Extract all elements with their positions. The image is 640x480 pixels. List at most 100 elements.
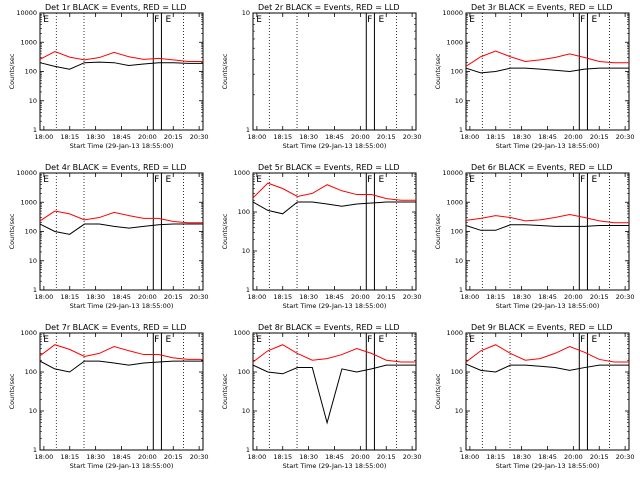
y-tick-label: 10 xyxy=(455,257,463,265)
plot-frame xyxy=(465,332,630,451)
event-marker: F xyxy=(367,175,372,185)
panel-6: Det 6r BLACK = Events, RED = LLD 1 10 100 10… xyxy=(434,163,634,310)
event-marker: E xyxy=(256,335,262,345)
x-tick-label: 18:15 xyxy=(60,133,79,141)
event-marker: E xyxy=(43,335,49,345)
y-tick-label: 100 xyxy=(238,208,250,216)
x-tick-label: 20:30 xyxy=(403,133,422,141)
lld-series-line xyxy=(39,210,203,224)
panel-title: Det 7r BLACK = Events, RED = LLD xyxy=(45,323,187,332)
x-tick-label: 20:15 xyxy=(377,293,396,301)
event-marker: F xyxy=(580,335,585,345)
y-tick-label: 1 xyxy=(459,286,463,294)
panel-2: Det 2r BLACK = Events, RED = LLD 1 10 18:00… xyxy=(221,3,421,150)
panel-1: Det 1r BLACK = Events, RED = LLD 1 10 100 10… xyxy=(8,3,208,150)
y-tick-label: 1000 xyxy=(446,329,463,337)
events-series-line xyxy=(39,360,203,373)
event-marker: E xyxy=(592,335,598,345)
events-series-line xyxy=(465,363,629,373)
lld-series-line xyxy=(39,344,203,360)
event-marker: E xyxy=(592,15,598,25)
lld-series-line xyxy=(465,214,629,224)
x-tick-label: 18:30 xyxy=(86,293,105,301)
x-axis-label: Start Time (29-Jan-13 18:55:00) xyxy=(496,302,600,310)
y-tick-label: 10 xyxy=(29,257,37,265)
y-tick-label: 1 xyxy=(459,446,463,454)
panel-8: Det 8r BLACK = Events, RED = LLD 1 10 100 10… xyxy=(221,323,421,470)
event-marker: E xyxy=(379,335,385,345)
lld-series-line xyxy=(465,50,629,67)
y-tick-label: 10000 xyxy=(16,9,37,17)
y-tick-label: 1 xyxy=(33,286,37,294)
x-tick-label: 18:00 xyxy=(461,133,480,141)
y-tick-label: 10 xyxy=(242,247,250,255)
x-tick-label: 18:45 xyxy=(112,293,131,301)
event-marker: E xyxy=(166,15,172,25)
x-axis-label: Start Time (29-Jan-13 18:55:00) xyxy=(496,142,600,150)
events-series-line xyxy=(465,224,629,231)
y-tick-label: 1000 xyxy=(446,198,463,206)
panel-title: Det 9r BLACK = Events, RED = LLD xyxy=(471,323,613,332)
event-marker: E xyxy=(592,175,598,185)
x-axis-label: Start Time (29-Jan-13 18:55:00) xyxy=(283,142,387,150)
y-tick-label: 100 xyxy=(451,68,463,76)
plot-frame xyxy=(252,172,417,291)
y-axis-label: Counts/sec xyxy=(8,53,16,89)
y-axis-label: Counts/sec xyxy=(8,213,16,249)
y-tick-label: 1 xyxy=(246,286,250,294)
plot-frame xyxy=(252,12,417,131)
events-series-line xyxy=(39,223,203,235)
y-axis-label: Counts/sec xyxy=(434,53,442,89)
panel-title: Det 8r BLACK = Events, RED = LLD xyxy=(258,323,400,332)
y-axis-label: Counts/sec xyxy=(221,373,229,409)
lld-series-line xyxy=(39,51,203,62)
x-tick-label: 20:30 xyxy=(190,293,209,301)
x-axis-label: Start Time (29-Jan-13 18:55:00) xyxy=(70,462,174,470)
y-tick-label: 10 xyxy=(242,9,250,17)
event-marker: F xyxy=(580,15,585,25)
panel-title: Det 5r BLACK = Events, RED = LLD xyxy=(258,163,400,172)
y-tick-label: 1 xyxy=(459,126,463,134)
x-tick-label: 18:15 xyxy=(486,453,505,461)
event-marker: F xyxy=(367,335,372,345)
event-marker: E xyxy=(379,175,385,185)
x-tick-label: 18:00 xyxy=(461,453,480,461)
event-marker: E xyxy=(256,175,262,185)
x-tick-label: 18:30 xyxy=(512,133,531,141)
y-tick-label: 1000 xyxy=(20,38,37,46)
event-marker: F xyxy=(154,15,159,25)
x-tick-label: 18:45 xyxy=(325,133,344,141)
panel-title: Det 4r BLACK = Events, RED = LLD xyxy=(45,163,187,172)
y-axis-label: Counts/sec xyxy=(434,213,442,249)
y-tick-label: 10 xyxy=(455,97,463,105)
plot-frame xyxy=(252,332,417,451)
event-marker: E xyxy=(43,175,49,185)
x-tick-label: 20:30 xyxy=(190,133,209,141)
y-tick-label: 100 xyxy=(25,68,37,76)
lld-series-line xyxy=(252,344,416,363)
x-tick-label: 18:30 xyxy=(299,293,318,301)
x-tick-label: 18:45 xyxy=(538,293,557,301)
event-marker: F xyxy=(154,175,159,185)
x-tick-label: 18:00 xyxy=(248,293,267,301)
x-axis-label: Start Time (29-Jan-13 18:55:00) xyxy=(283,302,387,310)
x-tick-label: 20:30 xyxy=(616,133,635,141)
x-tick-label: 18:15 xyxy=(60,453,79,461)
event-marker: E xyxy=(469,175,475,185)
panel-title: Det 3r BLACK = Events, RED = LLD xyxy=(471,3,613,12)
event-marker: E xyxy=(166,335,172,345)
x-tick-label: 20:00 xyxy=(351,293,370,301)
event-marker: E xyxy=(469,15,475,25)
x-tick-label: 18:30 xyxy=(512,453,531,461)
x-tick-label: 20:15 xyxy=(164,133,183,141)
x-tick-label: 18:15 xyxy=(273,453,292,461)
plot-frame xyxy=(39,12,204,131)
events-series-line xyxy=(252,364,416,425)
y-tick-label: 10 xyxy=(29,407,37,415)
x-tick-label: 18:30 xyxy=(86,453,105,461)
x-tick-label: 18:15 xyxy=(60,293,79,301)
y-tick-label: 10 xyxy=(455,407,463,415)
x-tick-label: 20:30 xyxy=(403,453,422,461)
y-tick-label: 1 xyxy=(246,126,250,134)
x-tick-label: 20:00 xyxy=(564,293,583,301)
